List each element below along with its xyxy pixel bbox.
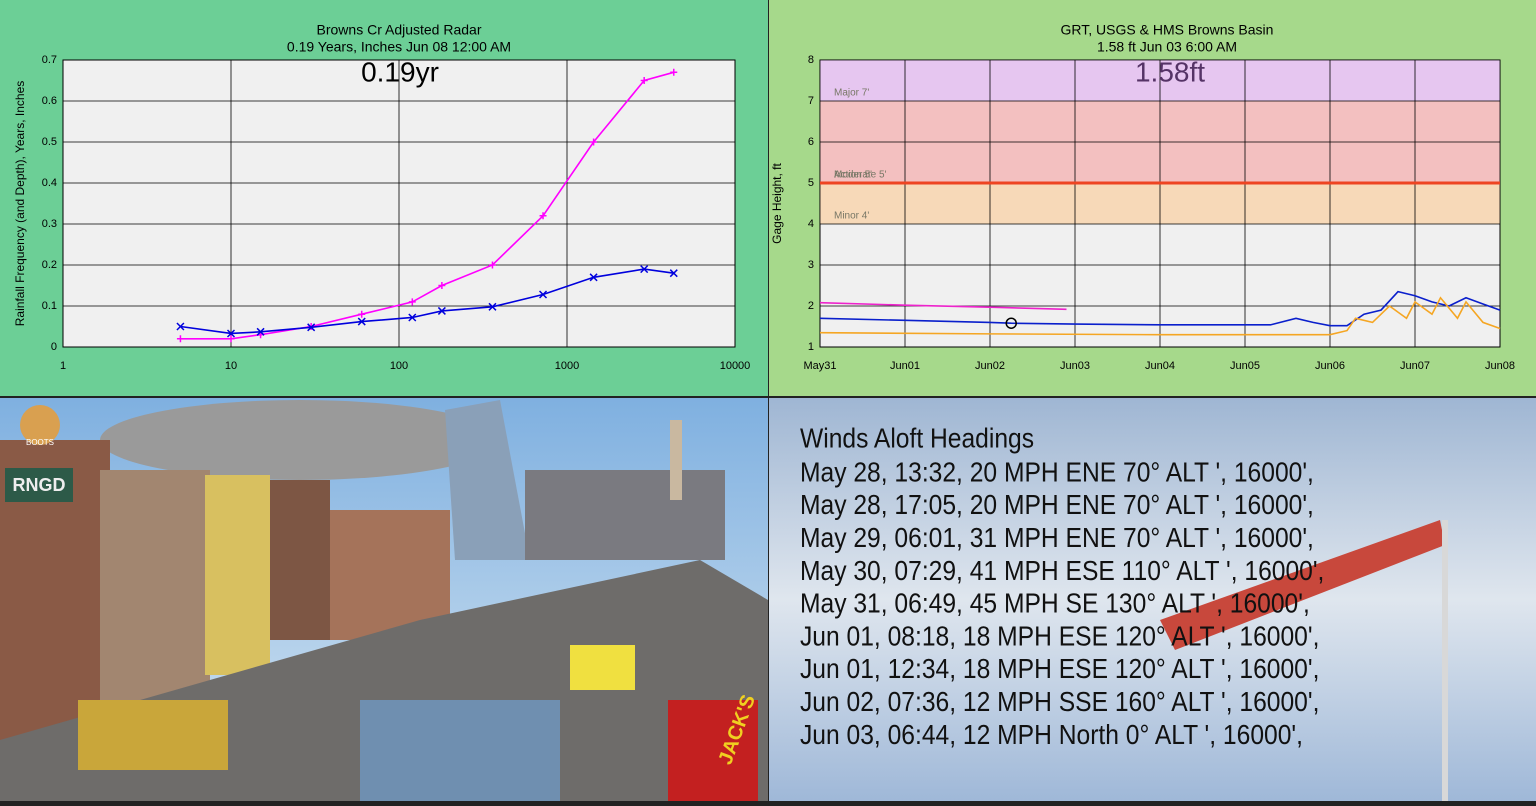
winds-line: Jun 01, 08:18, 18 MPH ESE 120° ALT ', 16… bbox=[800, 620, 1319, 652]
marker bbox=[358, 310, 366, 318]
marker bbox=[357, 317, 366, 326]
winds-line: Jun 03, 06:44, 12 MPH North 0° ALT ', 16… bbox=[800, 718, 1303, 750]
x-tick-label: Jun04 bbox=[1145, 360, 1175, 372]
y-axis-label: Gage Height, ft bbox=[770, 162, 784, 243]
marker bbox=[408, 298, 416, 306]
stage-label: Minor 4' bbox=[834, 211, 869, 222]
y-tick-label: 3 bbox=[808, 259, 814, 271]
series-line bbox=[180, 268, 674, 335]
y-tick-label: 0.6 bbox=[42, 95, 57, 107]
marker bbox=[539, 290, 548, 299]
y-tick-label: 8 bbox=[808, 54, 814, 66]
marker bbox=[176, 335, 184, 343]
series-line bbox=[819, 301, 1067, 311]
marker bbox=[488, 302, 497, 311]
stage-label: Action 5' bbox=[834, 170, 872, 181]
marker bbox=[437, 306, 446, 315]
marker bbox=[590, 138, 598, 146]
x-tick-label: 100 bbox=[390, 360, 408, 372]
y-tick-label: 5 bbox=[808, 177, 814, 189]
chart-title: GRT, USGS & HMS Browns Basin bbox=[1061, 22, 1274, 38]
marker bbox=[640, 265, 649, 274]
y-tick-label: 0 bbox=[51, 341, 57, 353]
chart-subtitle: 1.58 ft Jun 03 6:00 AM bbox=[1097, 39, 1237, 55]
marker bbox=[669, 269, 678, 278]
winds-panel bbox=[769, 398, 1536, 801]
winds-line: May 28, 17:05, 20 MPH ENE 70° ALT ', 160… bbox=[800, 489, 1314, 521]
y-axis-label: Rainfall Frequency (and Depth), Years, I… bbox=[13, 81, 27, 326]
chart-title: Browns Cr Adjusted Radar bbox=[317, 22, 482, 38]
winds-line: Jun 01, 12:34, 18 MPH ESE 120° ALT ', 16… bbox=[800, 653, 1319, 685]
annotation: 0.19yr bbox=[361, 56, 439, 87]
marker bbox=[438, 282, 446, 289]
y-tick-label: 0.7 bbox=[42, 54, 57, 66]
x-tick-label: May31 bbox=[803, 360, 836, 372]
x-tick-label: Jun06 bbox=[1315, 360, 1345, 372]
x-tick-label: 1000 bbox=[555, 360, 579, 372]
winds-line: May 29, 06:01, 31 MPH ENE 70° ALT ', 160… bbox=[800, 522, 1314, 554]
x-tick-label: Jun02 bbox=[975, 360, 1005, 372]
marker bbox=[589, 273, 598, 282]
x-tick-label: 1 bbox=[60, 360, 66, 372]
marker bbox=[670, 68, 678, 76]
marker bbox=[256, 327, 265, 336]
stage-label: Major 7' bbox=[834, 88, 869, 99]
x-tick-label: Jun05 bbox=[1230, 360, 1260, 372]
marker bbox=[176, 322, 185, 331]
y-tick-label: 1 bbox=[808, 341, 814, 353]
chart-subtitle: 0.19 Years, Inches Jun 08 12:00 AM bbox=[287, 39, 511, 55]
marker bbox=[539, 212, 547, 220]
sign: RNGD bbox=[13, 475, 66, 495]
series-line bbox=[819, 296, 1501, 336]
winds-title: Winds Aloft Headings bbox=[800, 422, 1034, 454]
sign: BOOTS bbox=[26, 438, 54, 447]
y-tick-label: 0.5 bbox=[42, 136, 57, 148]
y-tick-label: 7 bbox=[808, 95, 814, 107]
marker bbox=[307, 323, 316, 332]
x-tick-label: Jun08 bbox=[1485, 360, 1515, 372]
stage-label: Moderate 5' bbox=[834, 170, 887, 181]
annotation: 1.58ft bbox=[1135, 56, 1205, 87]
marker bbox=[408, 313, 417, 322]
x-tick-label: Jun01 bbox=[890, 360, 920, 372]
marker bbox=[640, 77, 648, 84]
winds-line: Jun 02, 07:36, 12 MPH SSE 160° ALT ', 16… bbox=[800, 686, 1319, 718]
x-tick-label: 10000 bbox=[720, 360, 751, 372]
marker bbox=[488, 261, 496, 269]
series-line bbox=[180, 71, 674, 340]
x-tick-label: 10 bbox=[225, 360, 237, 372]
y-tick-label: 0.3 bbox=[42, 218, 57, 230]
y-tick-label: 0.4 bbox=[42, 177, 57, 189]
winds-line: May 28, 13:32, 20 MPH ENE 70° ALT ', 160… bbox=[800, 456, 1314, 488]
x-tick-label: Jun03 bbox=[1060, 360, 1090, 372]
marker bbox=[226, 329, 236, 338]
y-tick-label: 0.2 bbox=[42, 259, 57, 271]
y-tick-label: 0.1 bbox=[42, 300, 57, 312]
winds-line: May 30, 07:29, 41 MPH ESE 110° ALT ', 16… bbox=[800, 554, 1324, 586]
current-point bbox=[1005, 317, 1017, 329]
winds-line: May 31, 06:49, 45 MPH SE 130° ALT ', 160… bbox=[800, 587, 1310, 619]
marker bbox=[227, 335, 235, 343]
y-tick-label: 6 bbox=[808, 136, 814, 148]
x-tick-label: Jun07 bbox=[1400, 360, 1430, 372]
webcam: RNGD BOOTS JACK'S bbox=[0, 398, 768, 801]
y-tick-label: 2 bbox=[808, 300, 814, 312]
y-tick-label: 4 bbox=[808, 218, 814, 230]
